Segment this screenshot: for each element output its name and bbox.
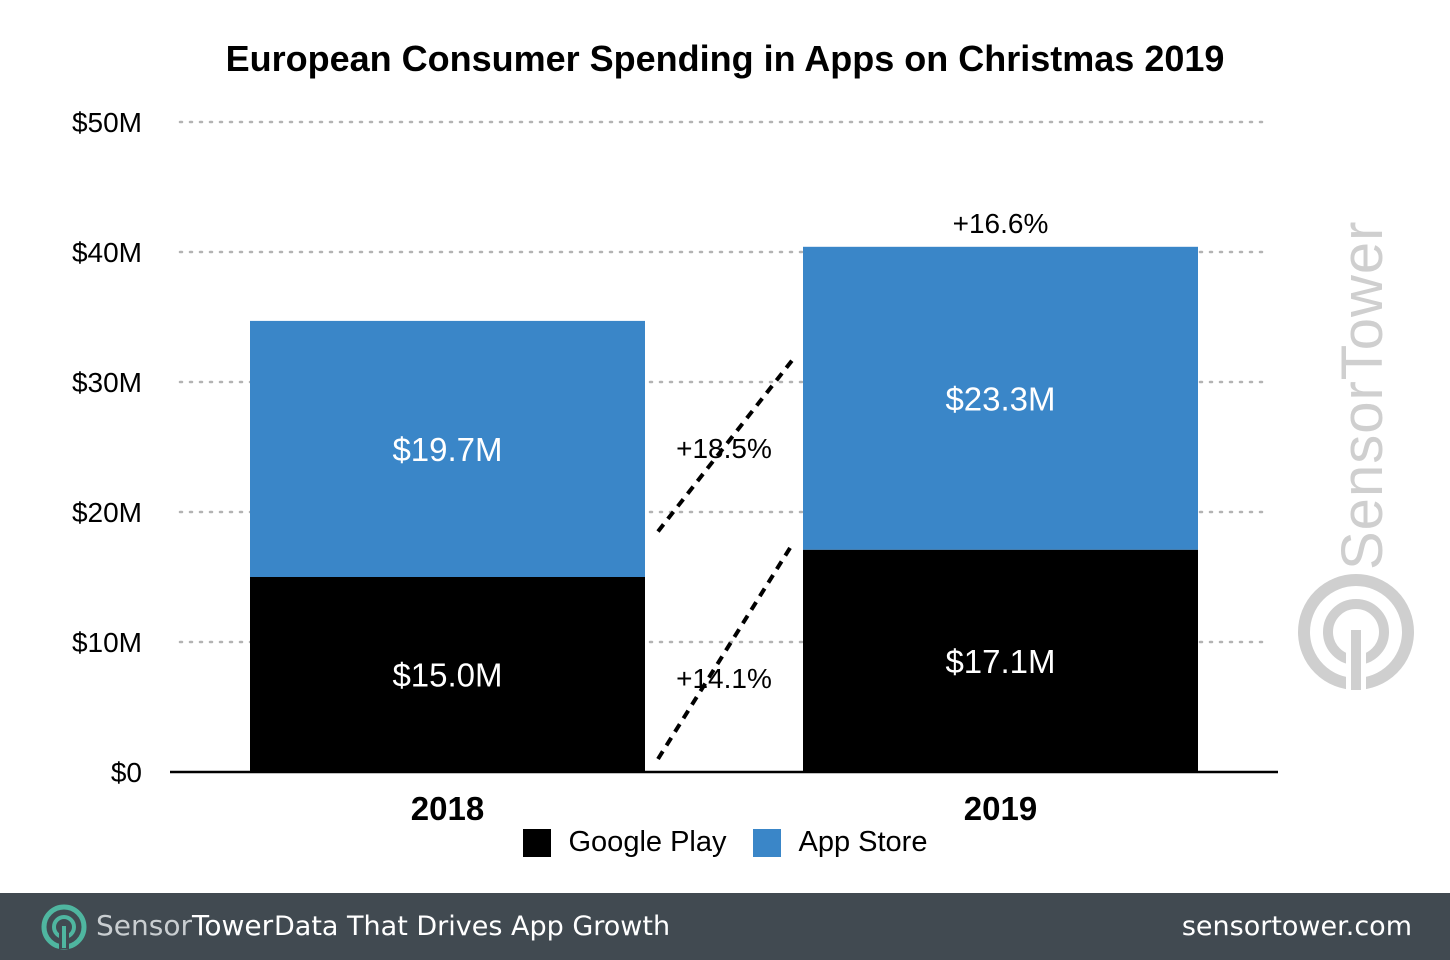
data-label: $23.3M [945,380,1055,417]
y-tick-label: $0 [111,757,142,788]
x-tick-label-2019: 2019 [964,790,1037,827]
google-play-growth-connector [656,542,795,761]
footer-brand-part1: Sensor [96,909,192,942]
x-tick-label-2018: 2018 [411,790,484,827]
footer-tagline: Data That Drives App Growth [274,911,671,942]
data-label: $15.0M [392,657,502,694]
legend-item-app-store: App Store [752,826,928,859]
app-store-growth-connector [656,358,795,533]
legend-swatch [522,828,551,857]
y-tick-label: $20M [72,497,142,528]
sensortower-watermark: SensorTower [1298,221,1414,690]
y-tick-label: $10M [72,627,142,658]
legend-swatch [752,828,781,857]
bar-app-store-2018 [250,320,645,577]
y-tick-label: $40M [72,237,142,268]
chart-title: European Consumer Spending in Apps on Ch… [225,38,1225,79]
app-store-growth-label: +18.5% [676,433,772,464]
footer-brand-part2: Tower [191,909,274,942]
sensortower-logo-icon [41,904,87,950]
watermark-logo-icon [1298,574,1414,690]
footer-url[interactable]: sensortower.com [1181,911,1412,942]
watermark-brand-text: SensorTower [1330,221,1395,570]
legend-label: App Store [798,826,928,858]
bar-app-store-2019 [803,246,1198,550]
y-tick-label: $50M [72,107,142,138]
y-tick-label: $30M [72,367,142,398]
data-label: $19.7M [392,431,502,468]
legend-item-google-play: Google Play [522,826,727,859]
google-play-growth-label: +14.1% [676,663,772,694]
bar-google-play-2019 [803,549,1198,772]
total-growth-label: +16.6% [953,208,1049,239]
chart-plot: $0 $10M $20M $30M $40M $50M $15.0M $19.7M 2018 $1… [72,107,1278,827]
data-label: $17.1M [945,643,1055,680]
bar-google-play-2018 [250,577,645,772]
footer-bar: SensorTower Data That Drives App Growth … [0,893,1450,960]
chart-legend: Google Play App Store [0,826,1450,859]
footer-brand: SensorTower [96,909,273,942]
legend-label: Google Play [568,826,727,858]
